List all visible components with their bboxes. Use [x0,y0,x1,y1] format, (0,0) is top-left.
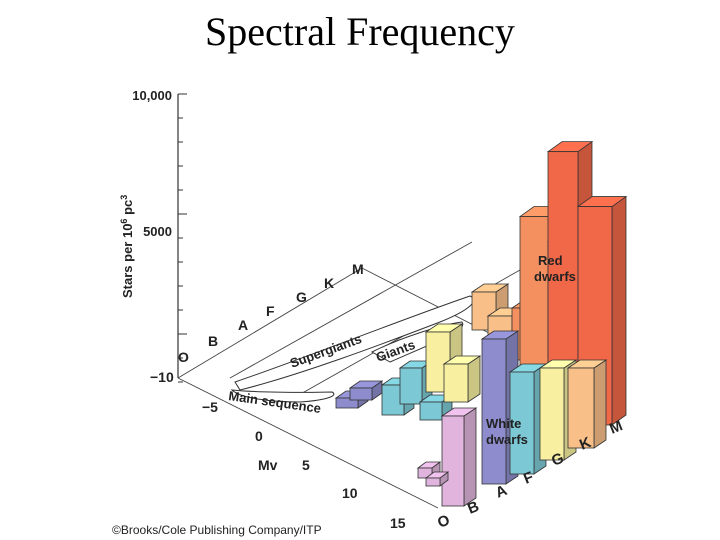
y-tick-label-5000: 5000 [143,224,172,239]
back-label-f: F [266,303,275,319]
y-tick-marks [178,93,187,383]
mv-tick-minus5: −5 [202,399,218,415]
ms-block-a3-front [419,401,443,421]
mv-tick-15: 15 [390,515,406,531]
y-axis-label-exp1: 6 [119,219,129,224]
y-tick-label-10000: 10,000 [132,88,172,103]
back-label-m: M [352,261,364,277]
red-dwarfs-label-line1: Red [538,253,563,268]
bar-o [440,407,478,507]
bar-wd-stair1-front [417,467,433,479]
y-axis-label: Stars per 106 pc3 [119,195,135,298]
front-label-a: A [493,482,510,502]
y-axis-label-mid: pc [120,200,135,219]
bar-o-side [463,407,477,507]
y-axis-label-prefix: Stars per 10 [120,224,135,298]
front-label-m: M [607,417,625,437]
bar-a-front [509,371,535,475]
y-axis-label-exp2: 3 [119,195,129,200]
publisher-credit: ©Brooks/Cole Publishing Company/ITP [112,523,322,537]
back-label-o: O [178,349,189,365]
back-label-k: K [324,275,334,291]
mv-tick-5: 5 [302,457,310,473]
supergiants-region [234,295,475,391]
bar-m-back-front [547,151,579,381]
red-dwarfs-label-line2: dwarfs [534,269,576,284]
page-title: Spectral Frequency [205,9,515,54]
ms-block-b2-front [349,387,373,401]
bar-wd-stair2-front [425,477,441,487]
bar-g [566,359,608,449]
bar-wd-stair2 [424,471,450,487]
bar-m-front-side [611,195,627,426]
white-dwarfs-label-line2: dwarfs [486,432,528,447]
bar-o-front [441,415,465,507]
back-label-b: B [208,333,218,349]
bar-g-front [567,367,595,449]
bar-f-front [539,367,565,461]
ms-block-b2 [348,380,384,401]
ms-block-giant2-front [443,363,469,403]
mv-tick-10: 10 [342,485,358,501]
bar-g-side [593,359,607,449]
back-label-a: A [238,317,248,333]
ms-block-b1-front [335,397,359,409]
bars [416,140,628,507]
front-label-b: B [465,498,482,518]
bar-f [538,359,578,461]
front-label-o: O [435,511,452,531]
ms-block-giant2 [442,355,482,403]
mv-axis: −10 −5 0 Mv 5 10 15 [150,369,406,531]
mv-axis-label: Mv [258,457,278,473]
bar-b-front [481,338,507,485]
back-label-g: G [296,289,307,305]
main-sequence-region [230,389,335,403]
spectral-back-labels: O B A F G K M [178,261,364,365]
mv-tick-0: 0 [255,428,263,444]
ms-block-a2-front [399,367,423,405]
mv-tick-minus10: −10 [150,369,174,385]
white-dwarfs-label-line1: White [486,416,521,431]
